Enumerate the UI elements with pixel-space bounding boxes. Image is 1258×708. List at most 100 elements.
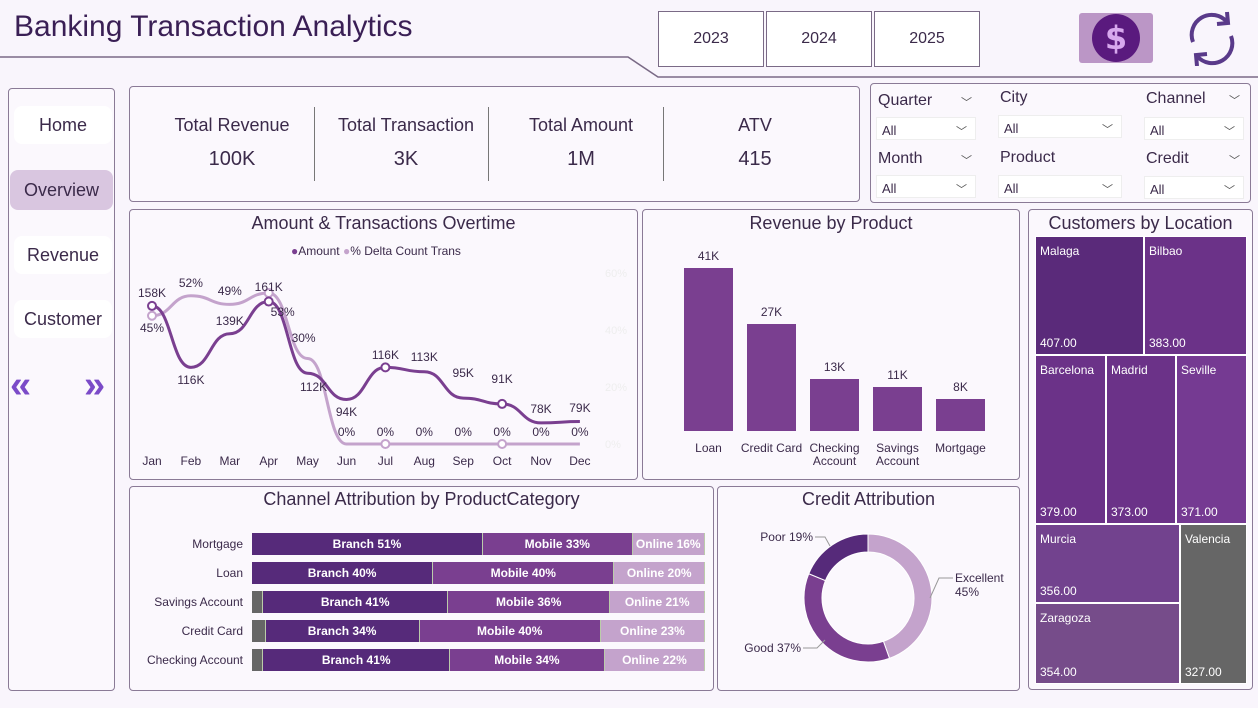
segment-branch[interactable]: Branch 41% (263, 649, 451, 671)
year-2023-button[interactable]: 2023 (658, 11, 764, 67)
category-label: Checking Account (146, 653, 243, 667)
line-chart-title: Amount & Transactions Overtime (251, 213, 516, 233)
tile-value: 327.00 (1185, 665, 1222, 679)
segment-other[interactable] (252, 649, 264, 671)
treemap-tile-zaragoza[interactable]: Zaragoza 354.00 (1035, 603, 1180, 684)
segment-branch[interactable]: Branch 40% (252, 562, 434, 584)
prev-page-button[interactable]: « (10, 364, 32, 406)
next-page-button[interactable]: » (84, 364, 106, 406)
filter-select-quarter[interactable]: All (876, 117, 976, 140)
segment-online[interactable]: Online 16% (632, 533, 705, 555)
chevron-down-icon[interactable]: ﹀ (961, 155, 972, 167)
segment-online[interactable]: Online 21% (610, 591, 705, 613)
header-divider (0, 56, 1258, 78)
kpi-total-amount: Total Amount 1M (528, 115, 634, 170)
segment-mobile[interactable]: Mobile 40% (419, 620, 601, 642)
category-label: Mortgage (192, 537, 243, 551)
category-label: Credit Card (181, 624, 243, 638)
segment-branch[interactable]: Branch 51% (252, 533, 484, 555)
segment-online[interactable]: Online 22% (604, 649, 705, 671)
slice-label: Poor 19% (760, 530, 813, 544)
kpi-total-transaction: Total Transaction 3K (337, 115, 475, 170)
bar-chart-title: Revenue by Product (749, 213, 913, 233)
chevron-down-icon[interactable]: ﹀ (1102, 124, 1113, 136)
chevron-down-icon[interactable]: ﹀ (1102, 184, 1113, 196)
bar-3[interactable] (873, 387, 922, 431)
bar-category-label: Credit Card (740, 441, 803, 455)
treemap-tile-malaga[interactable]: Malaga 407.00 (1035, 236, 1144, 355)
slice-good (803, 573, 891, 663)
segment-online[interactable]: Online 23% (600, 620, 705, 642)
segment-other[interactable] (252, 591, 264, 613)
dollar-icon: $ (1092, 14, 1140, 62)
filter-select-channel[interactable]: All (1144, 117, 1244, 140)
chevron-down-icon[interactable]: ﹀ (961, 97, 972, 109)
chevron-down-icon[interactable]: ﹀ (956, 184, 967, 196)
tile-value: 373.00 (1111, 505, 1148, 519)
legend: ●Amount ●% Delta Count Trans (291, 244, 461, 258)
segment-mobile[interactable]: Mobile 40% (433, 562, 615, 584)
chevron-down-icon[interactable]: ﹀ (1224, 185, 1235, 197)
filter-label-city: City (1000, 89, 1028, 106)
tile-name: Zaragoza (1040, 611, 1091, 625)
bar-value-label: 13K (823, 360, 846, 375)
bar-4[interactable] (936, 399, 985, 431)
nav-revenue[interactable]: Revenue (14, 236, 112, 274)
filter-select-credit[interactable]: All (1144, 176, 1244, 199)
treemap-tile-valencia[interactable]: Valencia 327.00 (1180, 524, 1247, 684)
tile-name: Madrid (1111, 363, 1148, 377)
chevron-down-icon[interactable]: ﹀ (956, 126, 967, 138)
segment-branch[interactable]: Branch 34% (265, 620, 420, 642)
year-2024-button[interactable]: 2024 (766, 11, 872, 67)
tile-value: 354.00 (1040, 665, 1077, 679)
slice-label: Excellent 45% (955, 571, 1004, 599)
tile-name: Malaga (1040, 244, 1080, 258)
svg-text:$: $ (1105, 19, 1127, 57)
channel-chart-title: Channel Attribution by ProductCategory (263, 489, 580, 509)
tile-value: 371.00 (1181, 505, 1218, 519)
bar-value-label: 27K (760, 304, 783, 319)
tile-value: 356.00 (1040, 584, 1077, 598)
category-label: Savings Account (154, 595, 243, 609)
segment-branch[interactable]: Branch 41% (263, 591, 449, 613)
tile-name: Murcia (1040, 532, 1077, 546)
filter-select-city[interactable]: All (998, 115, 1122, 138)
segment-mobile[interactable]: Mobile 33% (483, 533, 633, 555)
nav-home[interactable]: Home (14, 106, 112, 144)
filter-select-month[interactable]: All (876, 175, 976, 198)
tile-value: 383.00 (1149, 336, 1186, 350)
dollar-button[interactable]: $ (1079, 13, 1153, 63)
treemap-tile-barcelona[interactable]: Barcelona 379.00 (1035, 355, 1106, 524)
treemap-tile-bilbao[interactable]: Bilbao 383.00 (1144, 236, 1247, 355)
bar-category-label: Savings Account (875, 441, 920, 468)
bar-category-label: Mortgage (935, 441, 986, 455)
nav-customer[interactable]: Customer (14, 300, 112, 338)
filter-select-product[interactable]: All (998, 175, 1122, 198)
bar-2[interactable] (810, 379, 859, 431)
segment-mobile[interactable]: Mobile 34% (450, 649, 605, 671)
bar-0[interactable] (684, 267, 733, 431)
tile-name: Bilbao (1149, 244, 1183, 258)
treemap-tile-seville[interactable]: Seville 371.00 (1176, 355, 1247, 524)
chevron-down-icon[interactable]: ﹀ (1224, 126, 1235, 138)
year-2025-button[interactable]: 2025 (874, 11, 980, 67)
segment-online[interactable]: Online 20% (614, 562, 705, 584)
filter-label-channel: Channel (1146, 90, 1206, 107)
slice-excellent (867, 533, 933, 659)
bar-1[interactable] (747, 323, 796, 431)
chevron-down-icon[interactable]: ﹀ (1229, 155, 1240, 167)
nav-overview[interactable]: Overview (10, 170, 113, 210)
tile-value: 379.00 (1040, 505, 1077, 519)
tile-name: Valencia (1185, 532, 1231, 546)
bar-category-label: Checking Account (809, 441, 860, 468)
kpi-total-revenue: Total Revenue 100K (174, 115, 290, 170)
bar-value-label: 8K (953, 380, 968, 395)
treemap-tile-madrid[interactable]: Madrid 373.00 (1106, 355, 1176, 524)
segment-mobile[interactable]: Mobile 36% (448, 591, 611, 613)
treemap-title: Customers by Location (1048, 213, 1233, 233)
chevron-down-icon[interactable]: ﹀ (1229, 95, 1240, 107)
credit-chart-title: Credit Attribution (801, 489, 936, 509)
refresh-icon[interactable] (1183, 10, 1241, 66)
segment-other[interactable] (252, 620, 266, 642)
treemap-tile-murcia[interactable]: Murcia 356.00 (1035, 524, 1180, 603)
